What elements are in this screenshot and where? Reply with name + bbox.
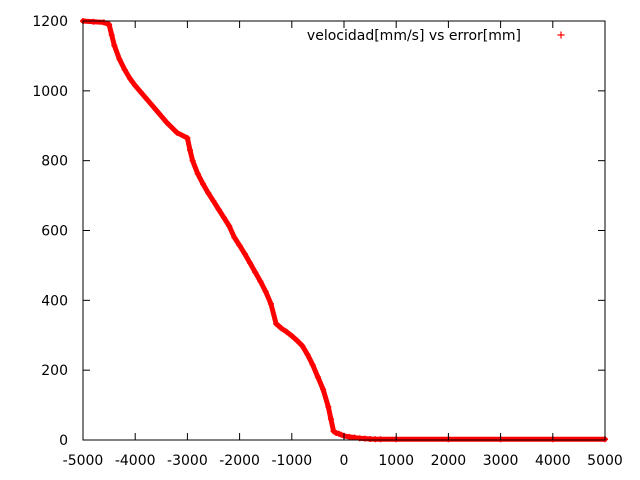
legend: velocidad[mm/s] vs error[mm]	[307, 28, 565, 44]
data-point	[278, 325, 285, 332]
data-point	[294, 337, 301, 344]
data-point	[346, 433, 353, 440]
data-point	[309, 361, 316, 368]
x-tick-label: -1000	[271, 453, 312, 469]
data-point	[304, 351, 311, 358]
x-tick-label: -2000	[219, 453, 260, 469]
x-tick-label: 0	[340, 453, 349, 469]
data-point	[226, 222, 233, 229]
y-tick-label: 600	[41, 224, 68, 240]
data-point	[90, 18, 97, 25]
data-point	[247, 259, 254, 266]
y-tick-label: 1200	[32, 14, 68, 30]
data-point	[377, 436, 384, 443]
x-tick-label: 1000	[378, 453, 414, 469]
data-point	[100, 19, 107, 26]
data-point	[194, 170, 201, 177]
x-tick-label: 5000	[587, 453, 623, 469]
data-point	[367, 435, 374, 442]
data-point	[327, 416, 334, 423]
data-point	[173, 129, 180, 136]
data-point	[262, 288, 269, 295]
data-point	[314, 374, 321, 381]
data-point	[288, 332, 295, 339]
x-tick-label: -5000	[63, 453, 104, 469]
data-point	[210, 198, 217, 205]
data-point	[153, 107, 160, 114]
data-point	[126, 75, 133, 82]
data-point	[241, 250, 248, 257]
x-tick-label: 2000	[431, 453, 467, 469]
y-tick-label: 1000	[32, 84, 68, 100]
data-point	[142, 94, 149, 101]
data-point	[132, 82, 139, 89]
data-point	[106, 21, 113, 28]
x-tick-label: 4000	[535, 453, 571, 469]
x-tick-label: 3000	[483, 453, 519, 469]
data-point	[325, 403, 332, 410]
data-point	[361, 435, 368, 442]
data-point	[187, 147, 194, 154]
series-layer	[80, 18, 608, 443]
legend-label: velocidad[mm/s] vs error[mm]	[307, 28, 521, 44]
data-point	[299, 342, 306, 349]
data-point	[267, 300, 274, 307]
data-point	[273, 320, 280, 327]
data-point	[320, 386, 327, 393]
data-point	[257, 278, 264, 285]
series-band	[80, 18, 608, 442]
data-point	[108, 31, 115, 38]
data-point	[184, 134, 191, 141]
y-tick-label: 400	[41, 293, 68, 309]
legend-marker	[557, 31, 565, 39]
y-tick-label: 200	[41, 363, 68, 379]
x-tick-label: -3000	[167, 453, 208, 469]
y-tick-label: 800	[41, 154, 68, 170]
data-point	[205, 190, 212, 197]
data-point	[252, 269, 259, 276]
data-point	[236, 242, 243, 249]
data-point	[215, 206, 222, 213]
ticks-layer: -5000 -4000 -3000 -2000 -1000 0 1000 2000 3000 40…	[32, 14, 622, 469]
x-tick-label: -4000	[115, 453, 156, 469]
data-point	[200, 181, 207, 188]
data-point	[121, 66, 128, 73]
plot-frame	[82, 20, 606, 441]
data-point	[163, 119, 170, 126]
data-point	[283, 328, 290, 335]
data-point	[220, 214, 227, 221]
data-point	[116, 56, 123, 63]
data-point	[372, 436, 379, 443]
data-point	[111, 42, 118, 49]
y-tick-label: 0	[59, 433, 68, 449]
data-point	[189, 157, 196, 164]
data-point	[231, 234, 238, 241]
